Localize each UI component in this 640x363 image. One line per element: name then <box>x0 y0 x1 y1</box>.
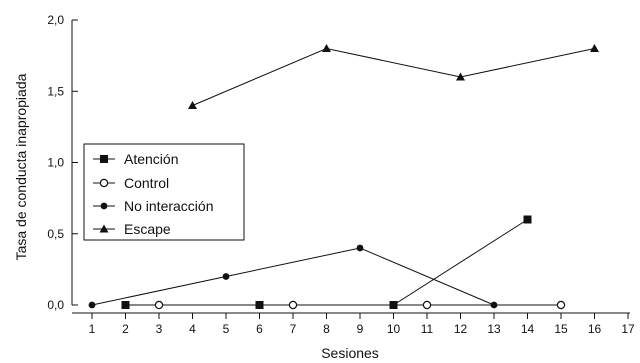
y-tick-label: 1,5 <box>47 84 64 98</box>
y-tick-label: 0,0 <box>47 298 64 312</box>
x-tick-label: 17 <box>621 322 635 336</box>
legend-label: No interacción <box>124 198 214 214</box>
legend-marker <box>99 224 109 233</box>
legend: Atención Control No interacción Escape <box>83 143 245 241</box>
y-tick-label: 0,5 <box>47 227 64 241</box>
legend-marker <box>99 178 109 188</box>
legend-box <box>83 143 245 241</box>
x-tick-label: 16 <box>588 322 602 336</box>
legend-marker <box>100 202 108 210</box>
y-ticks: 0,0 0,5 1,0 1,5 2,0 <box>47 13 78 312</box>
x-tick-label: 9 <box>357 322 364 336</box>
data-point <box>456 72 465 81</box>
x-tick-label: 5 <box>223 322 230 336</box>
x-tick-label: 10 <box>387 322 401 336</box>
x-tick-label: 3 <box>156 322 163 336</box>
data-point <box>88 301 96 309</box>
data-point <box>154 300 164 310</box>
series-3 <box>188 44 599 109</box>
data-point <box>121 301 130 309</box>
x-ticks: 1 2 3 4 5 6 7 8 9 10 11 12 13 14 15 16 17 <box>89 313 635 336</box>
data-point <box>188 101 197 109</box>
x-tick-label: 7 <box>290 322 297 336</box>
plot-area: 0,00,51,01,52,0 1 2 3 4 5 6 7 8 9 10 11 12 13 14 15 16 1… <box>47 13 635 336</box>
x-tick-label: 13 <box>487 322 501 336</box>
data-point <box>490 301 498 309</box>
series-1 <box>154 300 566 310</box>
legend-label: Control <box>124 175 169 191</box>
x-tick-label: 8 <box>323 322 330 336</box>
x-tick-label: 4 <box>189 322 196 336</box>
x-tick-label: 15 <box>554 322 568 336</box>
x-tick-label: 6 <box>256 322 263 336</box>
data-point <box>288 300 298 310</box>
series-layer <box>88 44 599 310</box>
data-point <box>422 300 432 310</box>
data-point <box>222 273 230 280</box>
data-point <box>590 44 599 52</box>
x-tick-label: 11 <box>421 322 434 336</box>
y-axis-title: Tasa de conducta inapropiada <box>13 73 29 260</box>
data-point <box>523 215 532 224</box>
data-point <box>356 244 364 252</box>
x-axis-title: Sesiones <box>321 345 379 361</box>
legend-label: Escape <box>124 221 171 237</box>
series-2 <box>88 244 498 309</box>
x-tick-label: 14 <box>521 322 535 336</box>
y-tick-label: 2,0 <box>47 13 64 27</box>
series-line <box>192 47 595 106</box>
series-line <box>91 247 495 306</box>
data-point <box>556 300 566 310</box>
y-tick-label: 1,0 <box>47 156 64 170</box>
x-tick-label: 12 <box>454 322 468 336</box>
x-tick-label: 2 <box>122 322 129 336</box>
legend-marker <box>100 155 108 163</box>
data-point <box>322 44 331 52</box>
legend-label: Atención <box>124 151 178 167</box>
x-tick-label: 1 <box>89 322 96 336</box>
